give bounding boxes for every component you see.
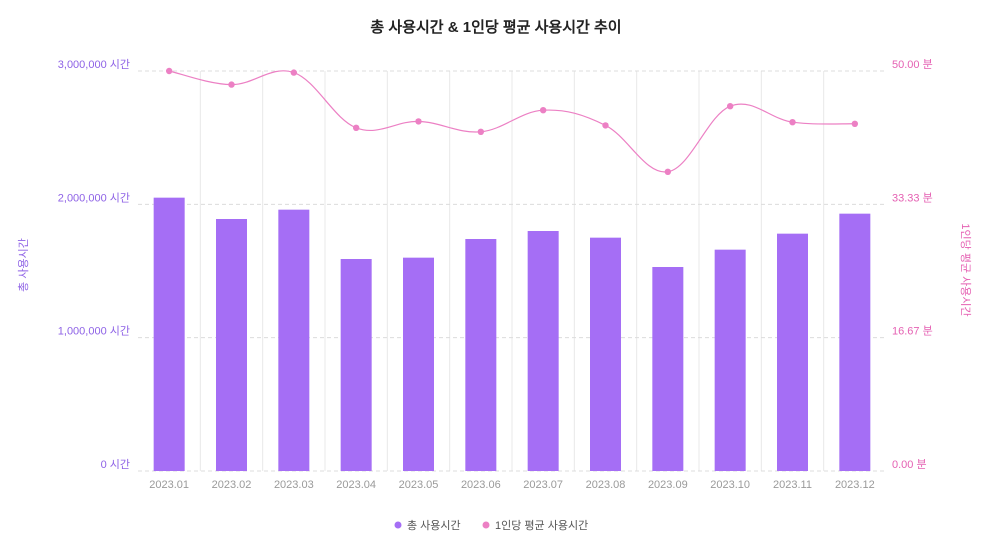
bar — [652, 267, 684, 471]
line-point — [539, 107, 547, 114]
x-tick-label: 2023.11 — [773, 479, 812, 491]
y-tick-label-left: 1,000,000 시간 — [58, 325, 130, 338]
x-tick-label: 2023.05 — [399, 479, 439, 491]
line-layer — [165, 67, 859, 175]
y-tick-label-left: 3,000,000 시간 — [58, 58, 130, 71]
x-tick-label: 2023.02 — [212, 479, 252, 491]
bar — [340, 259, 372, 471]
x-tick-label: 2023.06 — [461, 479, 501, 491]
y-tick-label-right: 50.00 분 — [892, 59, 933, 71]
bar — [590, 237, 621, 471]
line-point — [352, 124, 360, 131]
line-point — [664, 168, 672, 175]
line-point — [165, 67, 173, 75]
bar — [777, 233, 808, 471]
x-tick-label: 2023.03 — [274, 479, 314, 491]
bar — [278, 209, 310, 471]
y-tick-label-right: 16.67 분 — [892, 326, 933, 338]
bar — [153, 197, 185, 471]
line-point — [602, 122, 609, 129]
line-point — [851, 120, 859, 128]
x-tick-label: 2023.07 — [523, 479, 563, 491]
x-tick-label: 2023.12 — [835, 479, 875, 491]
line-point — [228, 81, 235, 88]
x-tick-label: 2023.10 — [710, 479, 750, 491]
legend-label: 1인당 평균 사용시간 — [495, 519, 588, 532]
y-tick-label-left: 2,000,000 시간 — [58, 191, 130, 204]
y-tick-label-left: 0 시간 — [101, 458, 130, 471]
bar-layer — [153, 197, 871, 471]
bar — [403, 257, 434, 471]
line-point — [726, 103, 734, 110]
legend-marker — [482, 521, 490, 529]
bar — [527, 231, 559, 471]
x-tick-label: 2023.04 — [336, 479, 376, 491]
axis-layer: 0 시간 0.00 분 1,000,000 시간 16.67 분 2,000,000 시… — [58, 58, 933, 491]
legend-marker — [394, 521, 402, 529]
bar — [839, 213, 871, 471]
grid-layer — [138, 70, 886, 472]
line-point — [477, 128, 485, 135]
bar — [714, 249, 746, 471]
legend: 총 사용시간 1인당 평균 사용시간 — [394, 519, 588, 532]
x-tick-label: 2023.01 — [149, 479, 189, 491]
chart-title: 총 사용시간 & 1인당 평균 사용시간 추이 — [370, 18, 621, 36]
x-tick-label: 2023.08 — [586, 479, 626, 491]
legend-label: 총 사용시간 — [407, 519, 461, 532]
y-tick-label-right: 33.33 분 — [892, 192, 933, 204]
bar — [465, 239, 497, 471]
y-axis-title-right: 1인당 평균 사용시간 — [959, 223, 972, 316]
line-point — [415, 118, 422, 125]
x-tick-label: 2023.09 — [648, 479, 688, 491]
y-axis-title-left: 총 사용시간 — [17, 238, 30, 292]
y-tick-label-right: 0.00 분 — [892, 459, 927, 471]
line-point — [789, 119, 796, 126]
bar — [216, 219, 247, 471]
line-point — [290, 69, 298, 76]
